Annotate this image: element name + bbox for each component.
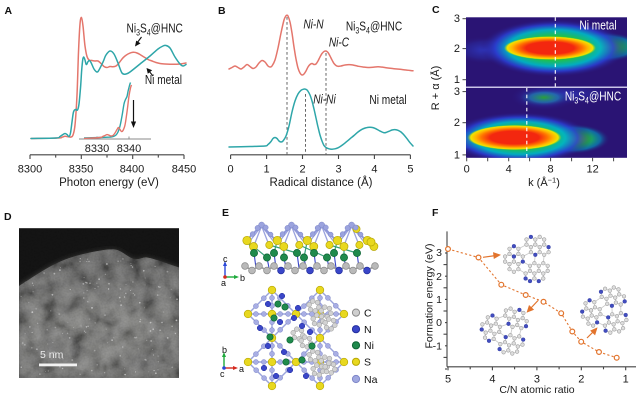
svg-text:Photon energy (eV): Photon energy (eV) (59, 177, 159, 189)
svg-text:4: 4 (506, 164, 512, 176)
svg-text:3: 3 (436, 247, 442, 259)
svg-text:3: 3 (335, 164, 341, 176)
svg-text:1: 1 (264, 164, 270, 176)
svg-text:B: B (218, 5, 226, 17)
svg-text:2: 2 (454, 117, 460, 129)
svg-text:0: 0 (464, 164, 470, 176)
svg-text:2: 2 (578, 374, 584, 386)
svg-text:C: C (432, 4, 440, 16)
svg-text:b: b (222, 345, 227, 355)
svg-text:Ni metal: Ni metal (579, 18, 616, 32)
svg-text:1: 1 (436, 294, 442, 306)
svg-text:Formation energy (eV): Formation energy (eV) (424, 243, 436, 348)
svg-text:8350: 8350 (69, 164, 93, 176)
svg-text:1: 1 (454, 74, 460, 86)
svg-text:0: 0 (436, 317, 442, 329)
svg-text:F: F (432, 207, 439, 219)
svg-text:8: 8 (548, 164, 554, 176)
svg-text:5 nm: 5 nm (40, 349, 64, 361)
svg-text:a: a (239, 364, 244, 374)
svg-text:Ni metal: Ni metal (369, 93, 406, 107)
svg-text:Radical distance (Å): Radical distance (Å) (270, 176, 373, 189)
svg-text:Ni3S4@HNC: Ni3S4@HNC (346, 19, 402, 35)
svg-text:8400: 8400 (120, 164, 144, 176)
svg-text:1: 1 (623, 374, 629, 386)
svg-text:E: E (222, 207, 229, 219)
svg-text:Ni3S4@HNC: Ni3S4@HNC (127, 21, 183, 37)
svg-text:N: N (364, 324, 372, 336)
svg-text:4: 4 (371, 164, 377, 176)
svg-text:c: c (223, 254, 228, 264)
svg-text:D: D (4, 211, 12, 223)
svg-text:Ni3S4@HNC: Ni3S4@HNC (565, 89, 621, 105)
svg-text:12: 12 (586, 164, 598, 176)
svg-text:A: A (5, 5, 13, 17)
svg-text:8330: 8330 (85, 143, 109, 155)
svg-text:R + α (Å): R + α (Å) (430, 66, 442, 111)
svg-text:0: 0 (228, 164, 234, 176)
svg-text:1: 1 (454, 149, 460, 161)
svg-text:Ni-C: Ni-C (329, 35, 350, 49)
svg-text:b: b (240, 273, 245, 283)
svg-text:Na: Na (364, 374, 378, 386)
svg-text:c: c (220, 369, 225, 379)
svg-text:Ni: Ni (364, 340, 374, 352)
svg-text:C/N atomic ratio: C/N atomic ratio (499, 384, 574, 396)
svg-text:C: C (364, 307, 372, 319)
svg-text:8340: 8340 (117, 143, 141, 155)
svg-text:5: 5 (445, 374, 451, 386)
svg-text:S: S (364, 357, 371, 369)
svg-text:5: 5 (407, 164, 413, 176)
svg-text:3: 3 (454, 86, 460, 98)
svg-text:3: 3 (534, 374, 540, 386)
svg-text:-1: -1 (433, 340, 442, 352)
svg-text:8300: 8300 (18, 164, 42, 176)
svg-text:Ni-Ni: Ni-Ni (313, 92, 336, 106)
svg-text:Ni metal: Ni metal (145, 73, 182, 87)
svg-text:2: 2 (454, 43, 460, 55)
svg-text:2: 2 (436, 271, 442, 283)
svg-text:k (Å−1): k (Å−1) (528, 176, 560, 190)
svg-text:8450: 8450 (172, 164, 196, 176)
svg-text:3: 3 (454, 13, 460, 25)
svg-text:4: 4 (489, 374, 495, 386)
svg-text:a: a (221, 278, 226, 288)
svg-text:Ni-N: Ni-N (303, 17, 324, 31)
svg-text:2: 2 (299, 164, 305, 176)
